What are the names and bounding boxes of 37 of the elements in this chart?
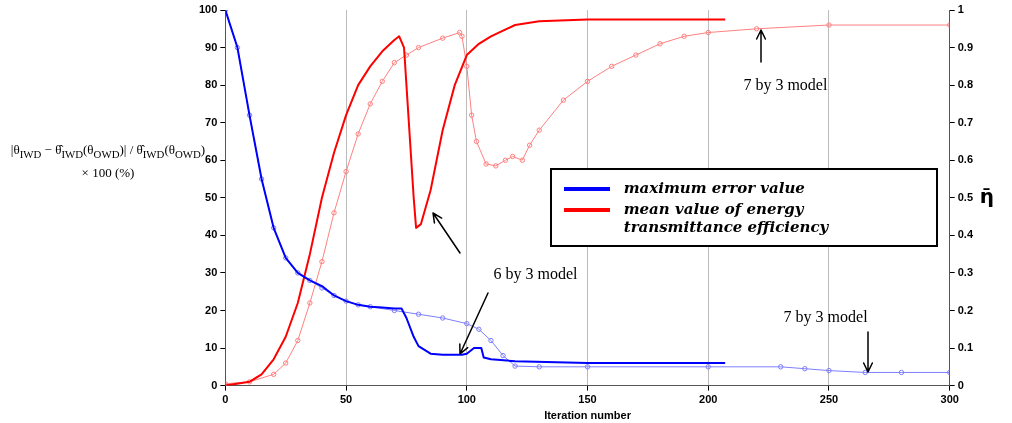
y-tick-label: 30	[205, 265, 218, 278]
annotation: 6 by 3 model	[493, 264, 578, 283]
y-tick-label: 10	[205, 341, 218, 354]
y2-tick-label: 0.9	[957, 40, 974, 53]
y2-axis-title: η̄	[979, 183, 994, 208]
y2-tick-label: 0.3	[957, 265, 974, 278]
y2-tick-label: 0.4	[957, 228, 974, 241]
x-tick-label: 0	[222, 393, 229, 406]
y-tick-label: 90	[205, 40, 218, 53]
x-tick-label: 300	[940, 393, 959, 406]
y2-tick-label: 1	[957, 3, 964, 16]
y-tick-label: 0	[211, 378, 218, 391]
x-tick-label: 250	[819, 393, 839, 406]
x-tick-label: 150	[578, 393, 597, 406]
text: |θ$_{IWD}$ − θ̂$_{IWD}$(θ$_{OWD}$)| / θ̂$_{IWD}$(θ$_{OWD}$) × 100 (%)	[10, 142, 206, 180]
y-tick-label: 80	[205, 78, 218, 91]
x-axis-title: Iteration number	[544, 409, 632, 422]
y-tick-label: 50	[205, 190, 218, 203]
y-tick-label: 40	[205, 228, 218, 241]
y-tick-label: 20	[205, 303, 218, 316]
x-tick-label: 200	[699, 393, 718, 406]
x-tick-label: 100	[457, 393, 476, 406]
y2-tick-label: 0.1	[957, 341, 974, 354]
y2-tick-label: 0.6	[957, 153, 974, 166]
y2-tick-label: 0.5	[957, 190, 974, 203]
y2-tick-label: 0.8	[957, 78, 974, 91]
y2-tick-label: 0	[957, 378, 964, 391]
y2-tick-label: 0.2	[957, 303, 974, 316]
x-tick-label: 50	[339, 393, 353, 406]
y2-tick-label: 0.7	[957, 115, 974, 128]
legend-label: maximum error value	[623, 178, 806, 197]
legend-label: mean value of energy transmittance efficiency	[623, 199, 830, 236]
y-tick-label: 100	[198, 3, 218, 16]
annotation: 7 by 3 model	[783, 308, 868, 327]
y-tick-label: 70	[205, 115, 218, 128]
y-tick-label: 60	[205, 153, 218, 166]
annotation: 7 by 3 model	[743, 75, 828, 94]
